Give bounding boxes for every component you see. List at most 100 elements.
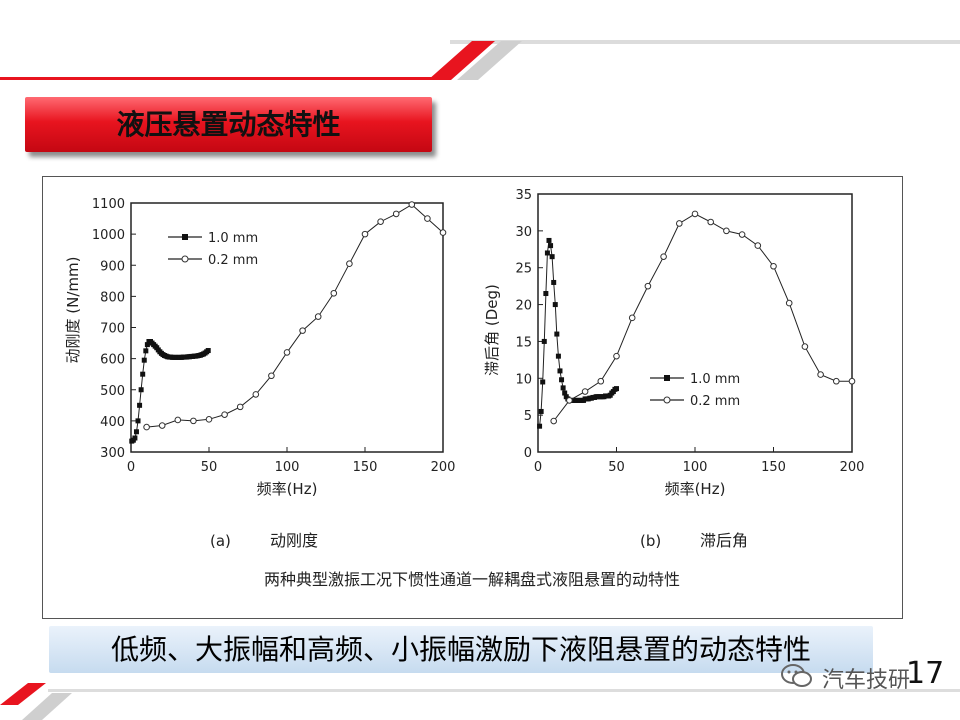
plot-frame xyxy=(537,193,853,453)
data-point xyxy=(377,218,384,225)
data-point xyxy=(546,237,552,243)
x-tick-label: 100 xyxy=(275,460,300,475)
data-point xyxy=(174,416,182,424)
y-tick-label: 1100 xyxy=(92,197,125,212)
y-tick-label: 15 xyxy=(515,335,532,350)
title-banner xyxy=(25,97,432,152)
x-axis-label: 频率(Hz) xyxy=(665,480,726,498)
data-point xyxy=(738,231,746,238)
data-point xyxy=(754,242,762,249)
data-point xyxy=(557,368,563,374)
data-point xyxy=(540,379,546,385)
top-rule-red xyxy=(0,77,450,80)
y-tick-label: 900 xyxy=(100,259,125,274)
data-point xyxy=(785,299,793,307)
bottom-rule-grey xyxy=(48,689,960,692)
series-line xyxy=(553,213,852,422)
data-point xyxy=(644,282,652,290)
data-point xyxy=(541,338,547,344)
data-point xyxy=(392,210,400,218)
data-point xyxy=(143,423,150,431)
data-point xyxy=(158,422,166,429)
y-tick-label: 500 xyxy=(100,384,125,399)
data-point xyxy=(141,357,147,363)
x-tick-label: 100 xyxy=(683,460,708,475)
data-point xyxy=(144,342,150,348)
data-point xyxy=(676,220,683,227)
data-point xyxy=(559,377,565,383)
data-point xyxy=(283,349,291,356)
data-point xyxy=(346,260,353,267)
watermark: 汽车技研 xyxy=(822,668,911,693)
data-point xyxy=(597,377,605,385)
bottom-grey-stripe xyxy=(22,693,72,720)
top-red-stripe xyxy=(428,41,495,80)
data-point xyxy=(817,371,824,378)
data-point xyxy=(548,243,554,249)
x-tick-label: 200 xyxy=(840,460,865,475)
slide-title: 液压悬置动态特性 xyxy=(116,108,341,141)
data-point xyxy=(801,343,809,350)
data-point xyxy=(554,331,560,337)
data-point xyxy=(551,279,557,285)
data-point xyxy=(299,327,306,334)
data-point xyxy=(555,353,561,359)
legend-marker xyxy=(182,234,188,240)
legend-marker xyxy=(181,255,189,263)
data-point xyxy=(848,377,856,385)
data-point xyxy=(552,302,558,308)
data-point xyxy=(538,408,544,414)
legend-label: 0.2 mm xyxy=(690,394,740,409)
data-point xyxy=(143,348,149,354)
y-axis-label: 动刚度 (N/mm) xyxy=(64,257,82,364)
legend-label: 1.0 mm xyxy=(208,231,258,246)
data-point xyxy=(613,352,620,360)
data-point xyxy=(236,403,244,411)
data-point xyxy=(190,417,197,425)
data-point xyxy=(140,371,146,377)
top-rule-grey xyxy=(450,40,960,44)
data-point xyxy=(537,423,543,429)
y-tick-label: 1000 xyxy=(92,228,125,243)
caption-box xyxy=(49,626,873,673)
x-tick-label: 50 xyxy=(608,460,625,475)
y-tick-label: 5 xyxy=(524,409,532,424)
y-tick-label: 700 xyxy=(100,322,125,337)
data-point xyxy=(361,230,369,238)
panel-label: (a) xyxy=(210,532,231,550)
y-tick-label: 600 xyxy=(100,353,125,368)
data-point xyxy=(330,289,338,297)
data-point xyxy=(566,397,573,404)
data-point xyxy=(581,388,589,395)
data-point xyxy=(137,402,143,408)
x-tick-label: 0 xyxy=(127,460,135,475)
y-tick-label: 800 xyxy=(100,290,125,305)
data-point xyxy=(549,254,555,260)
y-axis-label: 滞后角 (Deg) xyxy=(483,284,501,376)
y-tick-label: 25 xyxy=(515,262,532,277)
y-tick-label: 0 xyxy=(524,446,532,461)
y-tick-label: 30 xyxy=(515,225,532,240)
data-point xyxy=(691,210,699,218)
data-point xyxy=(628,314,636,322)
data-point xyxy=(439,229,447,236)
page-number: 17 xyxy=(906,656,945,691)
legend-marker xyxy=(663,396,671,404)
panel-title: 动刚度 xyxy=(270,531,318,550)
y-tick-label: 20 xyxy=(515,299,532,314)
y-tick-label: 400 xyxy=(100,415,125,430)
slide-caption: 低频、大振幅和高频、小振幅激励下液阻悬置的动态特性 xyxy=(110,633,811,666)
data-point xyxy=(221,411,228,418)
data-point xyxy=(138,387,144,393)
data-point xyxy=(833,377,840,385)
data-point xyxy=(544,250,550,256)
data-point xyxy=(550,417,558,425)
panel-label: (b) xyxy=(640,532,661,550)
data-point xyxy=(723,227,730,235)
data-point xyxy=(707,218,715,226)
bottom-red-stripe xyxy=(0,683,46,705)
data-point xyxy=(135,418,141,424)
x-tick-label: 150 xyxy=(353,460,378,475)
y-tick-label: 35 xyxy=(515,188,532,203)
